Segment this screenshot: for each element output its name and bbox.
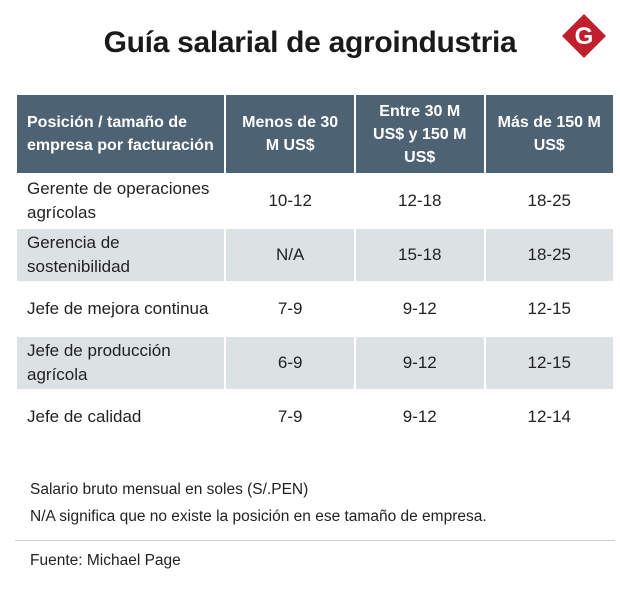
salary-cell: 12-14 (527, 407, 571, 426)
column-header-position: Posición / tamaño de empresa por factura… (17, 95, 225, 173)
salary-cell: 15-18 (355, 229, 484, 281)
position-cell: Gerencia de sostenibilidad (17, 229, 225, 281)
table-row: Jefe de mejora continua 7-9 9-12 12-15 (17, 283, 613, 335)
note-na-meaning: N/A significa que no existe la posición … (30, 508, 487, 525)
table-row: Jefe de calidad 7-9 9-12 12-14 (17, 391, 613, 443)
salary-cell: 9-12 (355, 337, 484, 389)
source-note: Fuente: Michael Page (30, 552, 181, 569)
table-header-row: Posición / tamaño de empresa por factura… (17, 95, 613, 173)
position-cell: Jefe de mejora continua (27, 299, 209, 318)
salary-cell: 10-12 (268, 191, 312, 210)
divider (15, 540, 615, 541)
salary-cell: 12-15 (485, 337, 613, 389)
salary-cell: 12-15 (527, 299, 571, 318)
salary-table: Posición / tamaño de empresa por factura… (15, 93, 615, 445)
column-header-large-company: Más de 150 M US$ (485, 95, 613, 173)
salary-cell: 9-12 (402, 407, 437, 426)
position-cell: Jefe de calidad (27, 407, 142, 426)
salary-cell: 7-9 (277, 407, 303, 426)
gestion-logo-icon: G (562, 14, 606, 58)
column-header-medium-company: Entre 30 M US$ y 150 M US$ (355, 95, 484, 173)
note-salary-unit: Salario bruto mensual en soles (S/.PEN) (30, 481, 309, 498)
salary-cell: 12-18 (398, 191, 442, 210)
logo-letter: G (575, 23, 594, 50)
page-title: Guía salarial de agroindustria (103, 26, 517, 59)
column-header-small-company: Menos de 30 M US$ (226, 95, 354, 173)
salary-cell: N/A (226, 229, 354, 281)
position-cell: Jefe de producción agrícola (17, 337, 225, 389)
salary-cell: 6-9 (226, 337, 354, 389)
table-row: Gerencia de sostenibilidad N/A 15-18 18-… (17, 229, 613, 281)
salary-cell: 18-25 (485, 229, 613, 281)
position-cell: Gerente de operaciones agrícolas (27, 179, 210, 222)
footnotes: Salario bruto mensual en soles (S/.PEN) … (30, 476, 487, 530)
table-row: Jefe de producción agrícola 6-9 9-12 12-… (17, 337, 613, 389)
salary-cell: 9-12 (402, 299, 437, 318)
table-row: Gerente de operaciones agrícolas 10-12 1… (17, 175, 613, 227)
salary-cell: 7-9 (277, 299, 303, 318)
salary-cell: 18-25 (527, 191, 571, 210)
